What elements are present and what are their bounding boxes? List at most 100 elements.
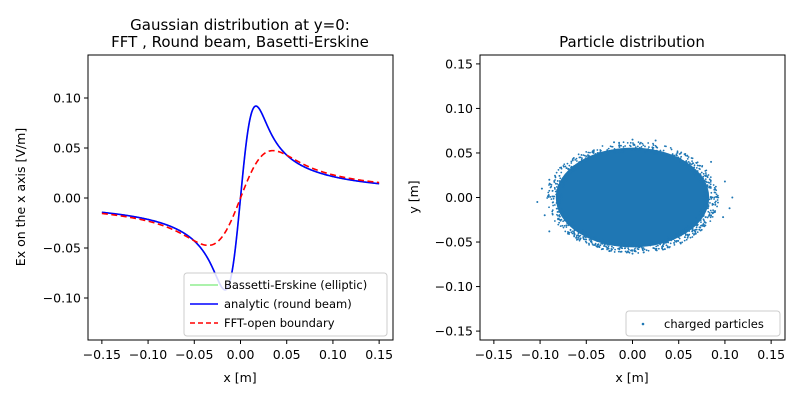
particle-point (561, 194, 563, 196)
particle-point (550, 198, 552, 200)
particle-point (559, 184, 561, 186)
chart-efield: Gaussian distribution at y=0: FFT , Roun… (13, 16, 393, 385)
particle-point (595, 238, 597, 240)
particle-point (664, 155, 666, 157)
particle-point (575, 164, 577, 166)
particle-point (572, 233, 574, 235)
x-tick-label: 0.10 (711, 347, 739, 362)
particle-point (602, 243, 604, 245)
particle-point (632, 253, 634, 255)
particle-point (613, 141, 615, 143)
particle-point (686, 229, 688, 231)
particle-point (617, 248, 619, 250)
particle-point (670, 158, 672, 160)
particle-point (553, 198, 555, 200)
particle-point (557, 215, 559, 217)
particle-point (567, 232, 569, 234)
particle-point (627, 142, 629, 144)
particle-point (662, 249, 664, 251)
particle-point (570, 172, 572, 174)
particle-point (565, 178, 567, 180)
particle-point (641, 247, 643, 249)
particle-point (667, 240, 669, 242)
particle-point (550, 187, 552, 189)
particle-point (614, 148, 616, 150)
particle-point (563, 211, 565, 213)
particle-point (655, 151, 657, 153)
particle-point (585, 239, 587, 241)
particle-point (652, 241, 654, 243)
particle-point (689, 163, 691, 165)
particle-point (705, 225, 707, 227)
particle-point (684, 153, 686, 155)
particle-point (578, 238, 580, 240)
particle-point (616, 152, 618, 154)
particle-point (560, 172, 562, 174)
particle-point (652, 243, 654, 245)
particle-point (602, 248, 604, 250)
particle-point (699, 181, 701, 183)
particle-point (548, 206, 550, 208)
x-tick-label: 0.15 (365, 347, 393, 362)
particle-point (593, 149, 595, 151)
particle-point (713, 198, 715, 200)
particle-point (546, 197, 548, 199)
chart-title-line2: FFT , Round beam, Basetti-Erskine (111, 33, 369, 51)
particle-point (597, 155, 599, 157)
particle-point (679, 242, 681, 244)
particle-point (571, 223, 573, 225)
particle-point (570, 229, 572, 231)
particle-point (614, 152, 616, 154)
particle-point (673, 238, 675, 240)
particle-point (563, 187, 565, 189)
particle-point (595, 243, 597, 245)
particle-point (705, 178, 707, 180)
particle-point (707, 211, 709, 213)
particle-point (587, 234, 589, 236)
particle-point (655, 242, 657, 244)
particle-point (710, 210, 712, 212)
particle-point (564, 216, 566, 218)
particle-point (704, 170, 706, 172)
particle-point (576, 237, 578, 239)
particle-point (593, 236, 595, 238)
particle-point (625, 251, 627, 253)
particle-point (583, 238, 585, 240)
particle-point (575, 224, 577, 226)
series-fft-open-boundary (102, 151, 379, 246)
particle-point (663, 150, 665, 152)
particle-point (702, 183, 704, 185)
particle-point (552, 201, 554, 203)
x-tick-label: −0.10 (129, 347, 167, 362)
particle-point (684, 236, 686, 238)
particle-point (687, 237, 689, 239)
particle-point (668, 155, 670, 157)
particle-point (714, 204, 716, 206)
particle-point (655, 153, 657, 155)
particle-point (554, 204, 556, 206)
particle-point (618, 251, 620, 253)
particle-point (612, 243, 614, 245)
particle-point (567, 215, 569, 217)
particle-point (560, 225, 562, 227)
particle-point (594, 153, 596, 155)
particle-point (715, 196, 717, 198)
particle-point (707, 196, 709, 198)
particle-point (643, 247, 645, 249)
particle-point (696, 220, 698, 222)
particle-point (650, 241, 652, 243)
legend: charged particles (626, 311, 780, 336)
particle-point (708, 174, 710, 176)
particle-point (618, 145, 620, 147)
particle-point (559, 216, 561, 218)
particle-point (590, 236, 592, 238)
particle-point (648, 146, 650, 148)
particle-point (563, 182, 565, 184)
particle-point (714, 202, 716, 204)
particle-point (575, 166, 577, 168)
particle-point (694, 223, 696, 225)
legend-swatch-particles (642, 323, 645, 326)
particle-point (555, 191, 557, 193)
particle-point (550, 183, 552, 185)
particle-point (729, 207, 731, 209)
